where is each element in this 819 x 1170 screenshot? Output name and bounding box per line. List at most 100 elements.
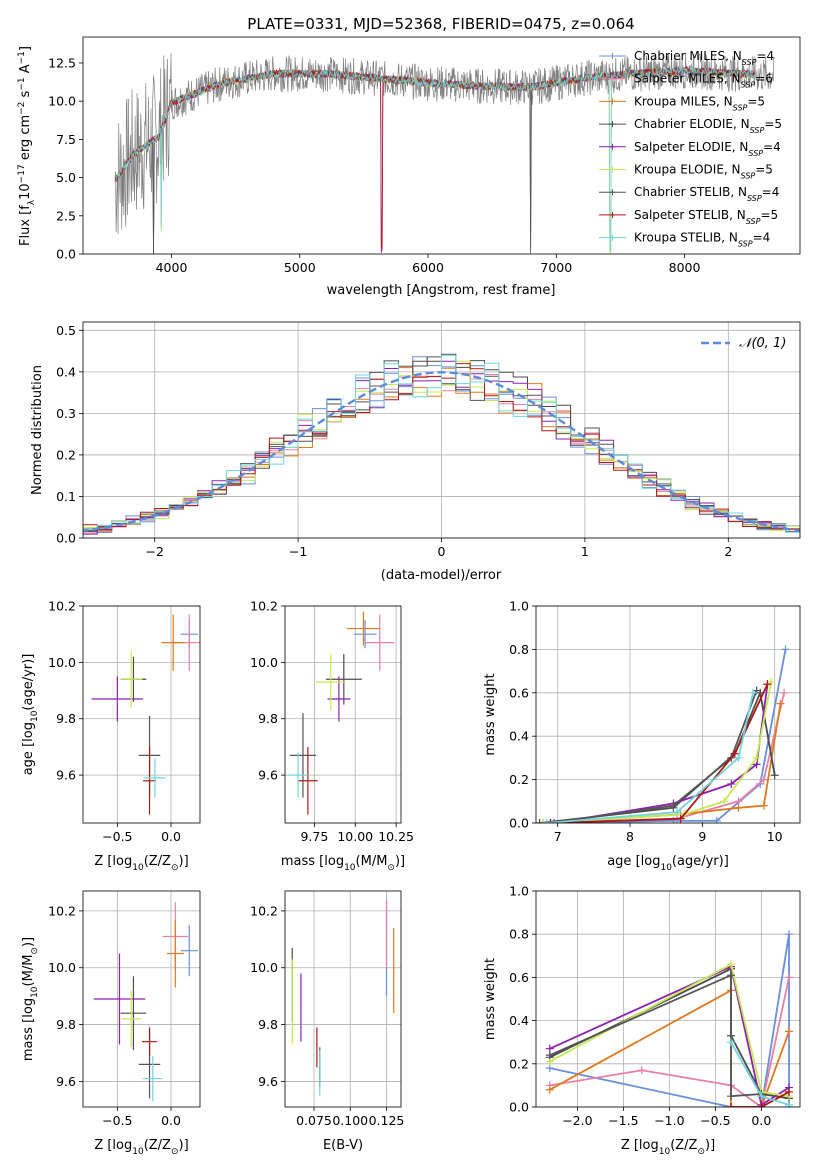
x-tick-label: 0.125 xyxy=(369,1113,405,1128)
weight-marker xyxy=(784,1100,793,1107)
weight-marker xyxy=(752,753,761,762)
legend-entry: Kroupa ELODIE, NSSP=5 xyxy=(599,163,773,180)
y-tick-label: 0.2 xyxy=(509,772,529,787)
weight-marker xyxy=(669,801,678,810)
legend-marker xyxy=(609,121,616,128)
legend-entry: Salpeter MILES, NSSP=6 xyxy=(599,72,773,89)
y-tick-label: 0.4 xyxy=(509,729,529,744)
x-tick-label: 8000 xyxy=(669,260,701,275)
legend-entry: Salpeter STELIB, NSSP=5 xyxy=(599,208,778,226)
y-axis-label: mass weight xyxy=(483,958,498,1040)
data-point xyxy=(353,620,377,649)
x-tick-label: 6000 xyxy=(412,260,444,275)
y-tick-label: 0.6 xyxy=(509,685,529,700)
x-tick-label: 0 xyxy=(438,544,446,559)
y-tick-label: 5.0 xyxy=(56,170,76,185)
x-tick-label: −1.0 xyxy=(654,1113,684,1128)
weight-marker xyxy=(727,1038,736,1047)
weight-marker xyxy=(676,814,685,823)
legend-marker xyxy=(609,53,616,59)
y-tick-label: 9.6 xyxy=(56,1074,76,1089)
weight-marker xyxy=(720,797,729,806)
y-tick-label: 2.5 xyxy=(56,208,76,223)
y-tick-label: 10.0 xyxy=(250,655,278,670)
x-tick-label: 0.075 xyxy=(296,1113,332,1128)
x-tick-label: −2.0 xyxy=(562,1113,592,1128)
age-vs-Z-grid xyxy=(83,605,200,823)
x-tick-label: 4000 xyxy=(156,260,188,275)
weight-line xyxy=(549,988,790,1107)
age-vs-Z-frame xyxy=(82,605,201,824)
mass-vs-ebv-panel: 0.075 0.100 0.125 9.6 9.8 10.0 10.2 xyxy=(250,890,405,1128)
data-point xyxy=(365,614,395,671)
x-tick-label: 10.25 xyxy=(378,829,414,844)
y-tick-label: 9.6 xyxy=(258,768,278,783)
weight-line xyxy=(546,692,754,823)
x-tick-label: 10.00 xyxy=(337,829,373,844)
gaussian-curve xyxy=(83,371,800,532)
x-tick-label: −0.5 xyxy=(102,1113,132,1128)
x-tick-label: 5000 xyxy=(284,260,316,275)
weight-marker xyxy=(730,749,739,758)
legend-entry: Salpeter ELODIE, NSSP=4 xyxy=(599,140,781,158)
y-tick-label: 0.6 xyxy=(509,970,529,985)
legend-label: 𝒩(0, 1) xyxy=(739,336,786,351)
y-tick-label: 9.8 xyxy=(258,1017,278,1032)
data-point xyxy=(166,919,184,988)
weight-marker xyxy=(727,779,736,788)
spectrum-panel: 4000 5000 6000 7000 8000 0.0 2.5 5.0 7.5 10.0 12.5 xyxy=(48,36,801,275)
y-tick-label: 9.6 xyxy=(258,1074,278,1089)
mass-vs-ebv-plot xyxy=(291,899,395,1096)
weight-marker xyxy=(545,1085,554,1094)
x-axis-label: age [log10(age/yr)] xyxy=(607,854,729,873)
y-tick-label: 0.4 xyxy=(509,1013,529,1028)
weight-line xyxy=(549,963,790,1098)
mass-weight-vs-age-frame xyxy=(535,605,801,824)
weight-series-6 xyxy=(546,686,761,823)
legend-label: Salpeter STELIB, NSSP=5 xyxy=(634,208,778,226)
y-tick-label: 10.2 xyxy=(250,599,278,614)
legend-label: Chabrier MILES, NSSP=4 xyxy=(634,49,774,67)
weight-series-5 xyxy=(539,677,776,823)
legend-marker xyxy=(609,98,616,105)
x-tick-label: 0.0 xyxy=(751,1113,771,1128)
legend-label: Salpeter ELODIE, NSSP=4 xyxy=(634,140,781,158)
y-tick-label: 0.8 xyxy=(509,927,529,942)
x-tick-label: 0.0 xyxy=(161,1113,181,1128)
weight-marker xyxy=(727,960,736,969)
age-vs-Z-plot xyxy=(91,614,200,815)
weight-marker xyxy=(727,971,736,980)
weight-line xyxy=(549,965,790,1107)
mass-vs-ebv-grid xyxy=(285,891,401,1107)
data-point xyxy=(93,953,146,1045)
weight-line xyxy=(549,934,790,1107)
data-point xyxy=(120,651,143,708)
y-tick-label: 1.0 xyxy=(509,884,529,899)
data-point xyxy=(142,1027,158,1056)
weight-marker xyxy=(673,808,682,817)
weight-marker xyxy=(712,816,721,823)
x-tick-label: 10 xyxy=(767,829,783,844)
legend-label: Kroupa STELIB, NSSP=4 xyxy=(634,231,770,249)
x-tick-label: −0.5 xyxy=(102,829,132,844)
x-axis-label: E(B-V) xyxy=(323,1138,363,1153)
data-point xyxy=(121,990,141,1048)
weight-marker xyxy=(727,1092,736,1101)
legend-marker xyxy=(609,234,616,241)
y-tick-label: 9.8 xyxy=(258,711,278,726)
x-tick-label: 7 xyxy=(554,829,562,844)
weight-marker xyxy=(781,645,790,654)
x-tick-label: 0.0 xyxy=(161,829,181,844)
weight-marker xyxy=(550,819,559,823)
residual-histogram-1 xyxy=(83,372,800,534)
weight-line xyxy=(550,690,758,823)
weight-marker xyxy=(536,819,544,823)
x-tick-label: −1.5 xyxy=(608,1113,638,1128)
y-tick-label: 1.0 xyxy=(509,599,529,614)
y-tick-label: 0.0 xyxy=(56,247,76,262)
weight-marker xyxy=(546,819,555,823)
weight-marker xyxy=(763,680,772,689)
data-point xyxy=(298,746,318,815)
y-tick-label: 10.0 xyxy=(250,960,278,975)
y-tick-label: 10.2 xyxy=(48,599,76,614)
